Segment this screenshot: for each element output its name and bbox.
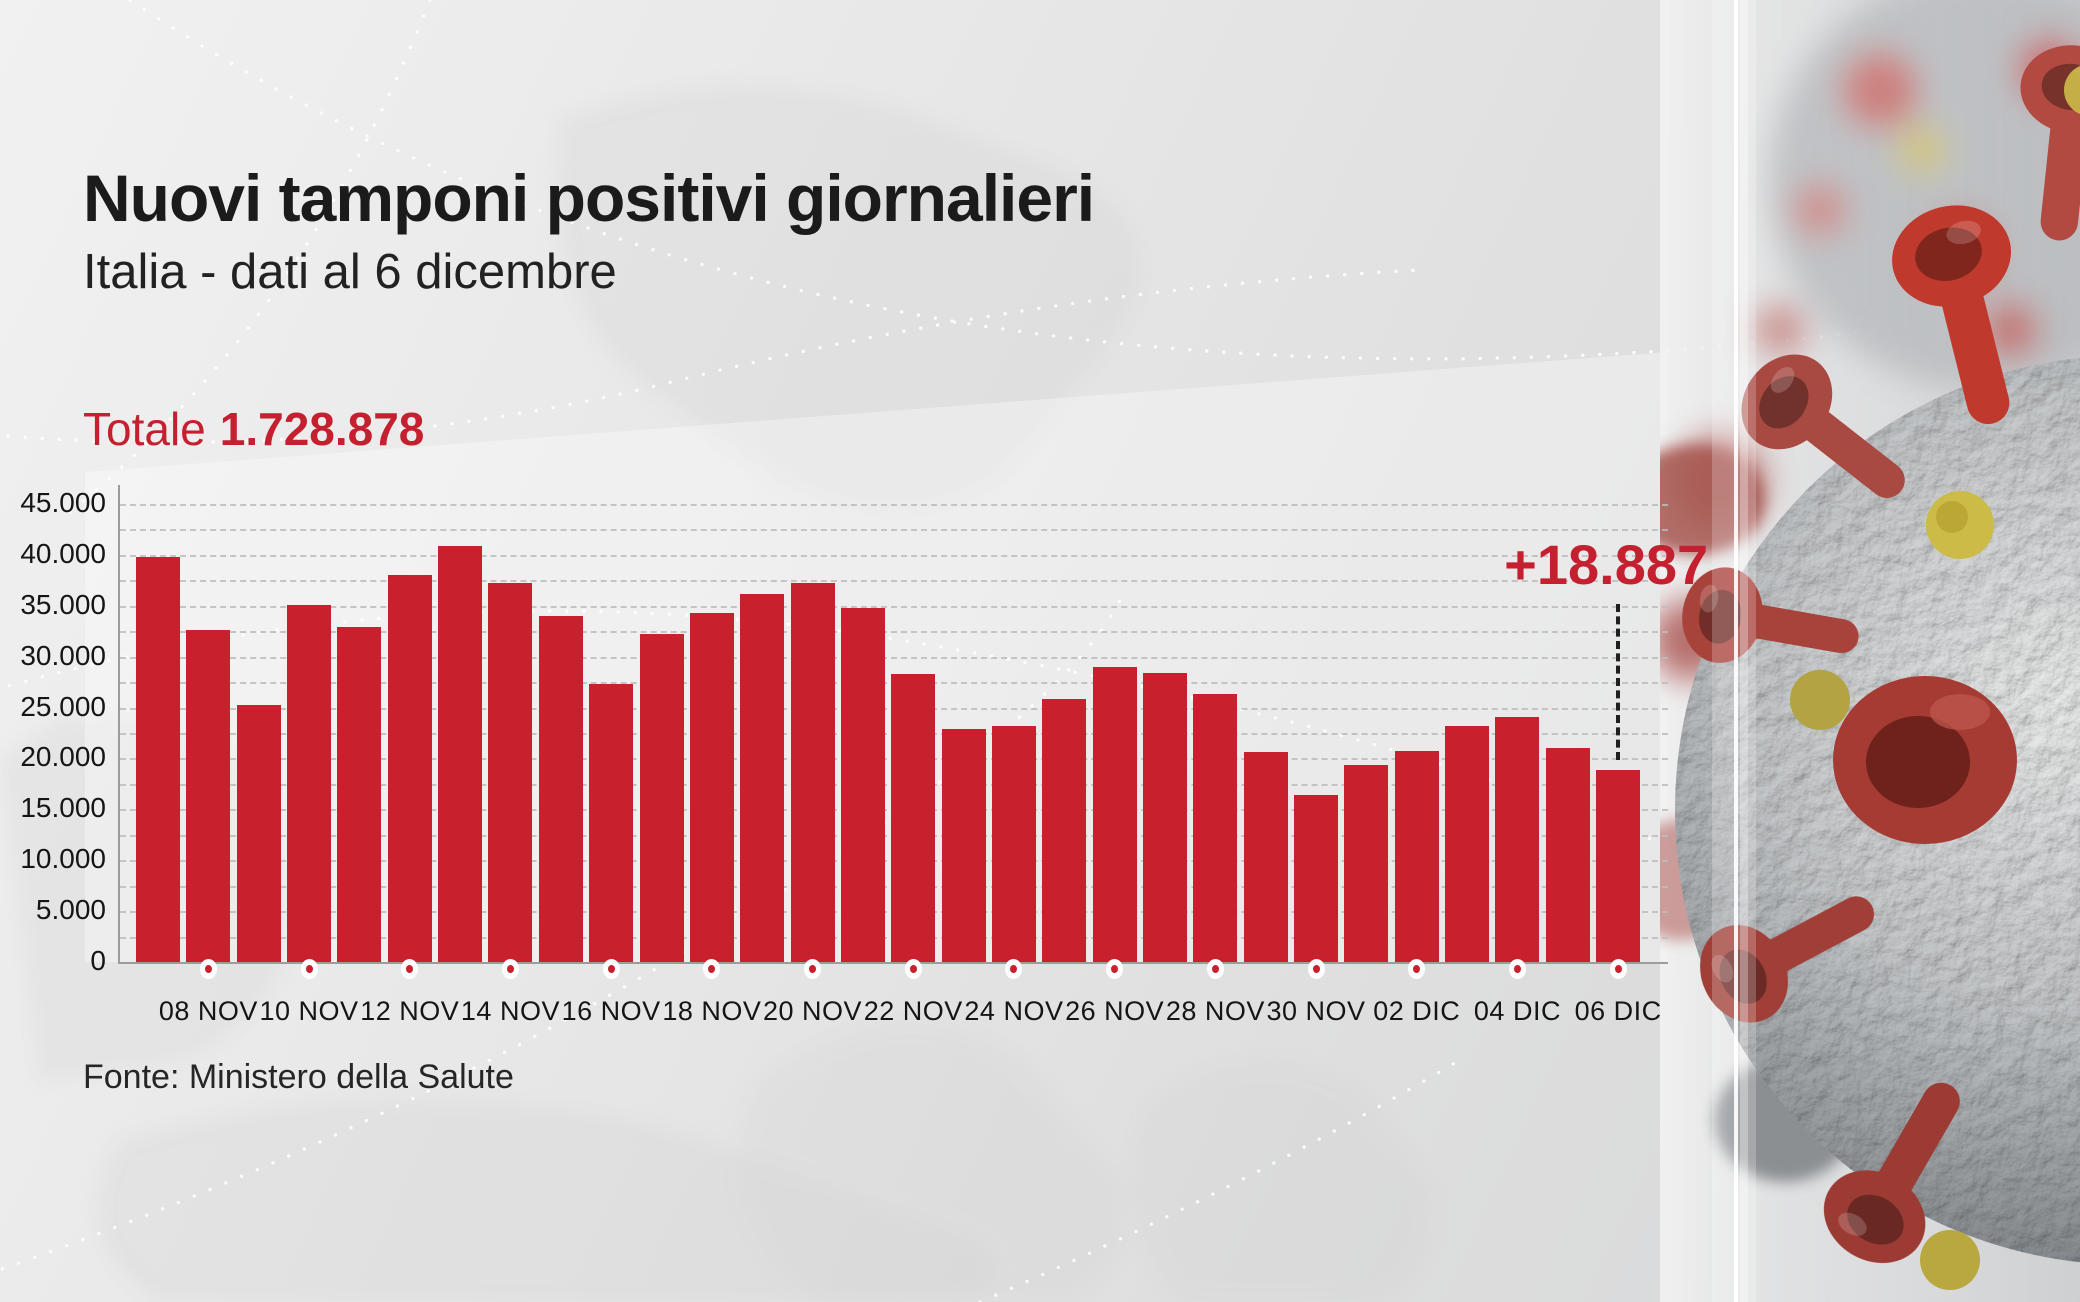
source-note: Fonte: Ministero della Salute bbox=[83, 1058, 514, 1096]
virus-illustration bbox=[1660, 0, 2080, 1302]
total-line: Totale 1.728.878 bbox=[83, 402, 424, 456]
page-title: Nuovi tamponi positivi giornalieri bbox=[83, 161, 1095, 235]
total-value: 1.728.878 bbox=[219, 403, 425, 455]
world-map-silhouette bbox=[0, 87, 1432, 1302]
total-label: Totale bbox=[83, 403, 206, 455]
glass-divider bbox=[1712, 0, 1756, 1302]
virus-body bbox=[1674, 40, 2080, 1290]
virus-spike-front bbox=[1833, 676, 2017, 844]
page-subtitle: Italia - dati al 6 dicembre bbox=[83, 245, 617, 299]
virus-yellow-proteins bbox=[1790, 66, 2080, 1290]
